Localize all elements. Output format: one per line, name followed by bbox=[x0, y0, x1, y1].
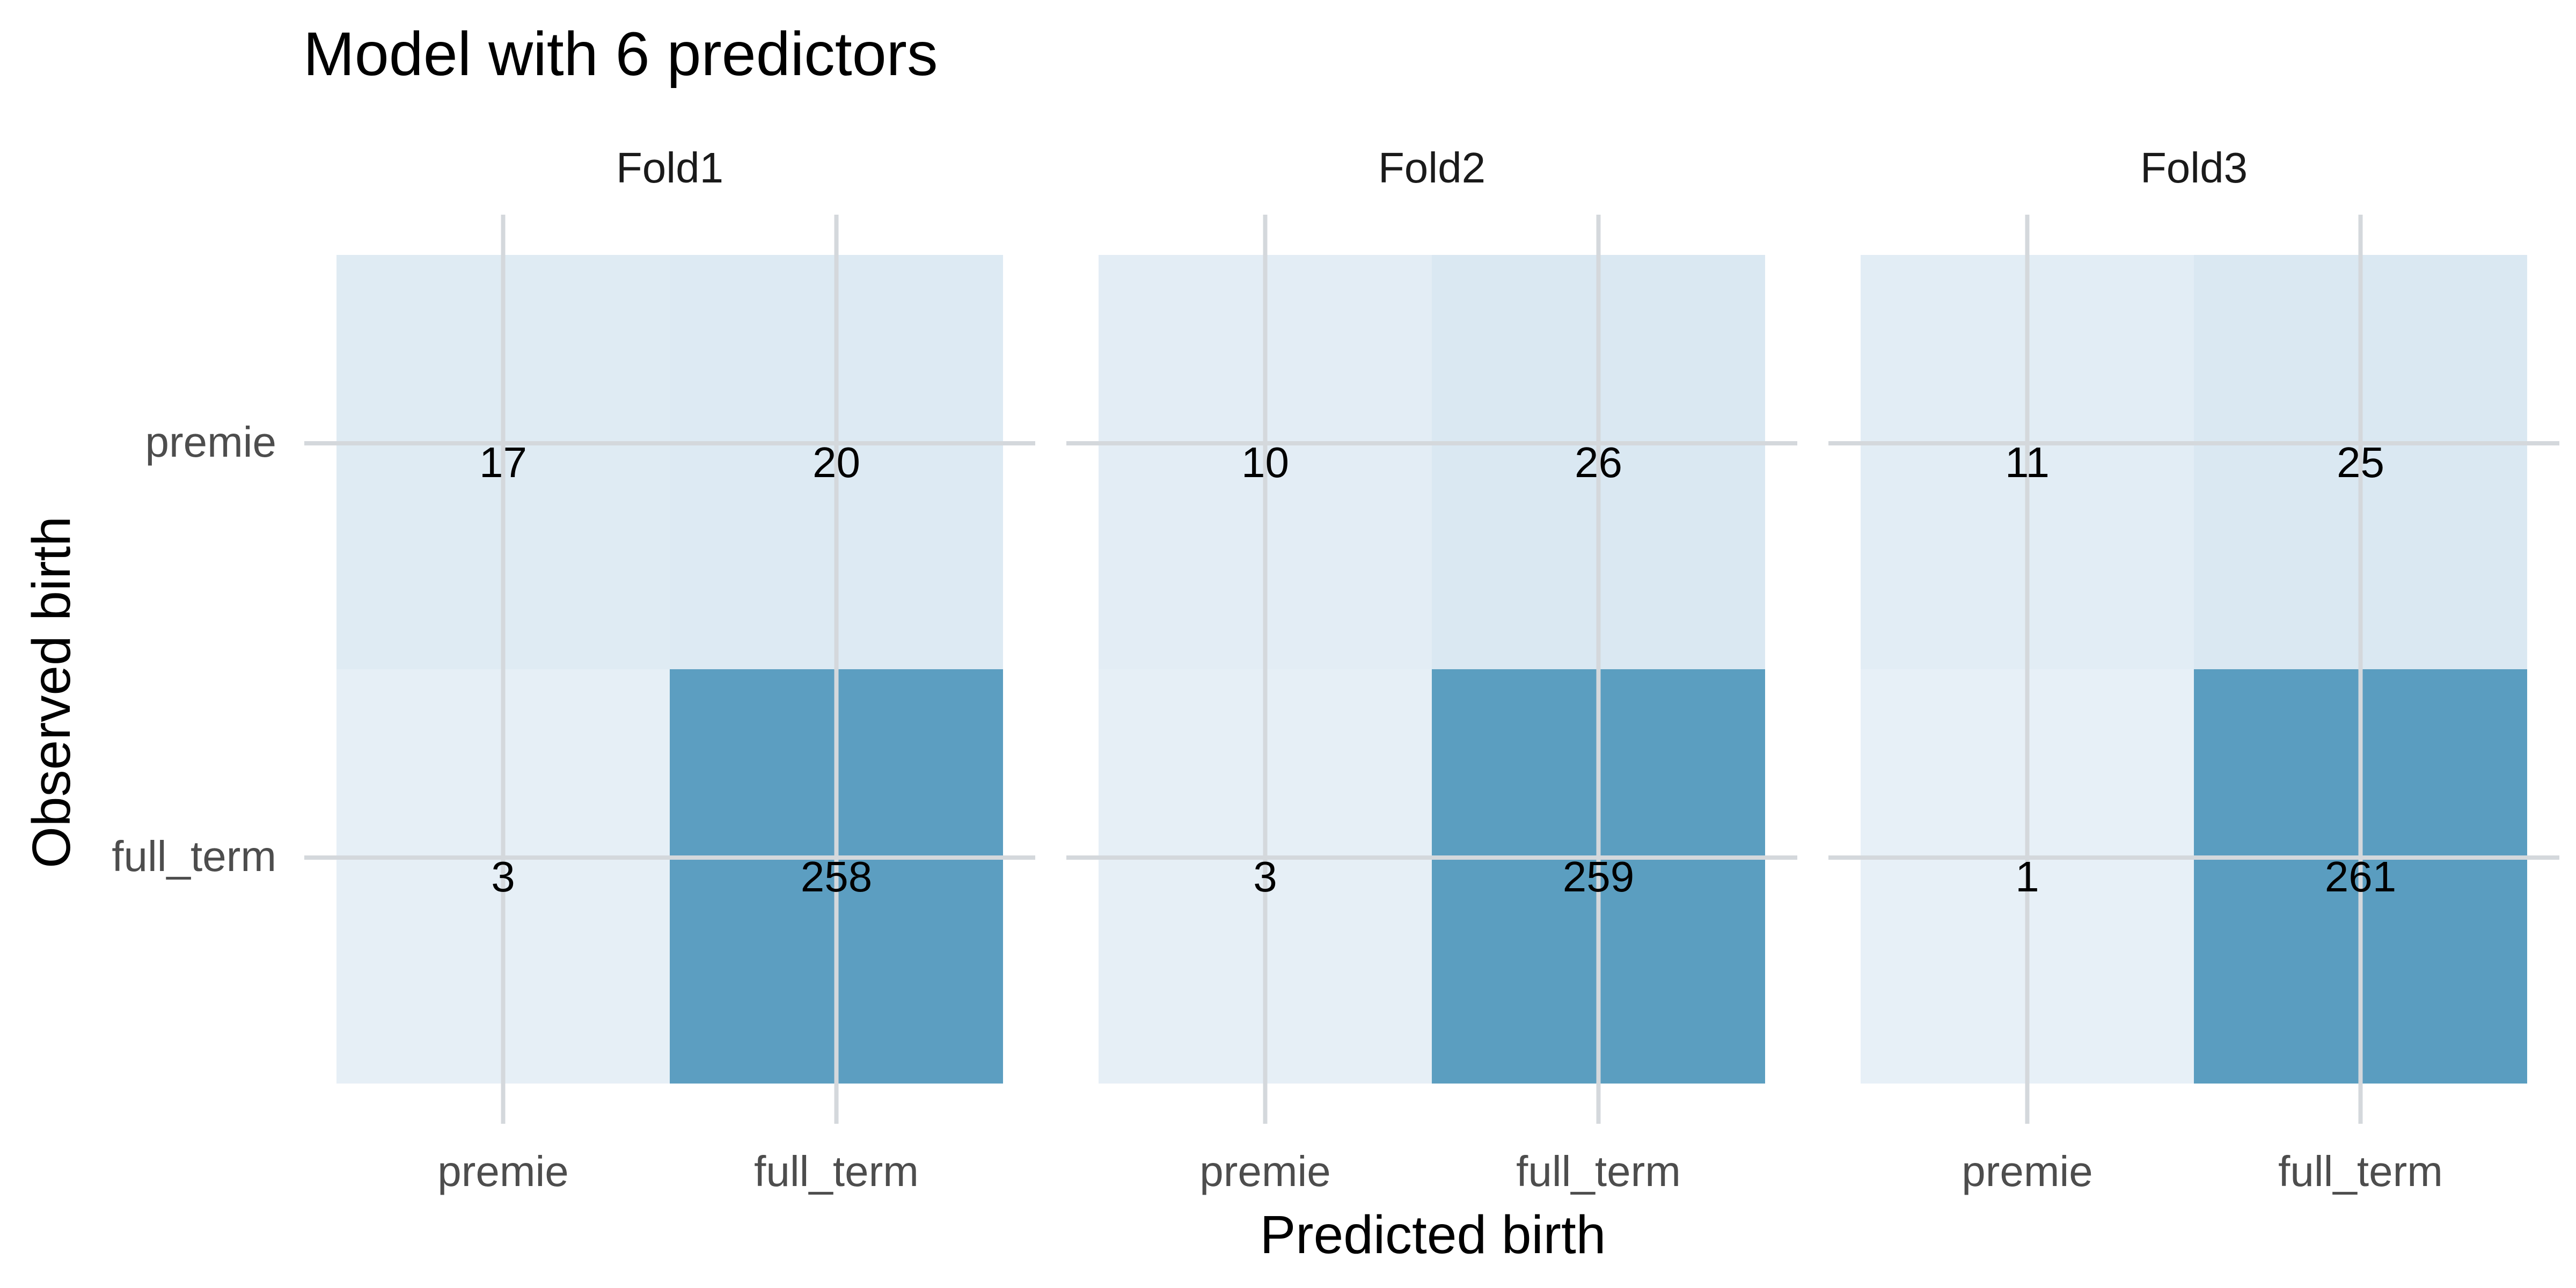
facet-panel-fold1: 17 20 3 258 Fold1 premie full_term bbox=[304, 144, 1035, 1195]
cell-label-full_term-premie: 3 bbox=[491, 853, 515, 901]
strip-label: Fold1 bbox=[616, 144, 723, 192]
x-tick-label-premie: premie bbox=[1962, 1147, 2093, 1195]
x-tick-label-premie: premie bbox=[437, 1147, 569, 1195]
y-axis-ticks: premie full_term bbox=[112, 418, 276, 880]
cell-label-full_term-full_term: 258 bbox=[801, 853, 872, 901]
strip-label: Fold3 bbox=[2140, 144, 2248, 192]
x-axis-title: Predicted birth bbox=[1260, 1205, 1606, 1265]
cell-label-premie-full_term: 20 bbox=[813, 438, 860, 486]
x-tick-label-full_term: full_term bbox=[1516, 1147, 1681, 1195]
cell-label-premie-premie: 10 bbox=[1241, 438, 1289, 486]
y-axis-title: Observed birth bbox=[21, 516, 82, 868]
x-tick-label-full_term: full_term bbox=[2278, 1147, 2443, 1195]
facet-panels: 17 20 3 258 Fold1 premie full_term 10 26 3 259 Fold… bbox=[304, 144, 2559, 1195]
x-tick-label-premie: premie bbox=[1199, 1147, 1331, 1195]
y-tick-label-full_term: full_term bbox=[112, 832, 276, 880]
chart-title: Model with 6 predictors bbox=[303, 20, 938, 89]
cell-label-premie-premie: 11 bbox=[2005, 438, 2050, 486]
cell-label-full_term-full_term: 261 bbox=[2325, 853, 2396, 901]
facet-panel-fold3: 11 25 1 261 Fold3 premie full_term bbox=[1828, 144, 2559, 1195]
cell-label-full_term-premie: 1 bbox=[2015, 853, 2039, 901]
cell-label-full_term-full_term: 259 bbox=[1563, 853, 1634, 901]
x-tick-label-full_term: full_term bbox=[754, 1147, 919, 1195]
facet-panel-fold2: 10 26 3 259 Fold2 premie full_term bbox=[1066, 144, 1797, 1195]
cell-label-premie-full_term: 25 bbox=[2337, 438, 2384, 486]
cell-label-full_term-premie: 3 bbox=[1253, 853, 1277, 901]
cell-label-premie-premie: 17 bbox=[479, 438, 527, 486]
y-tick-label-premie: premie bbox=[145, 418, 276, 466]
cell-label-premie-full_term: 26 bbox=[1575, 438, 1622, 486]
strip-label: Fold2 bbox=[1378, 144, 1485, 192]
